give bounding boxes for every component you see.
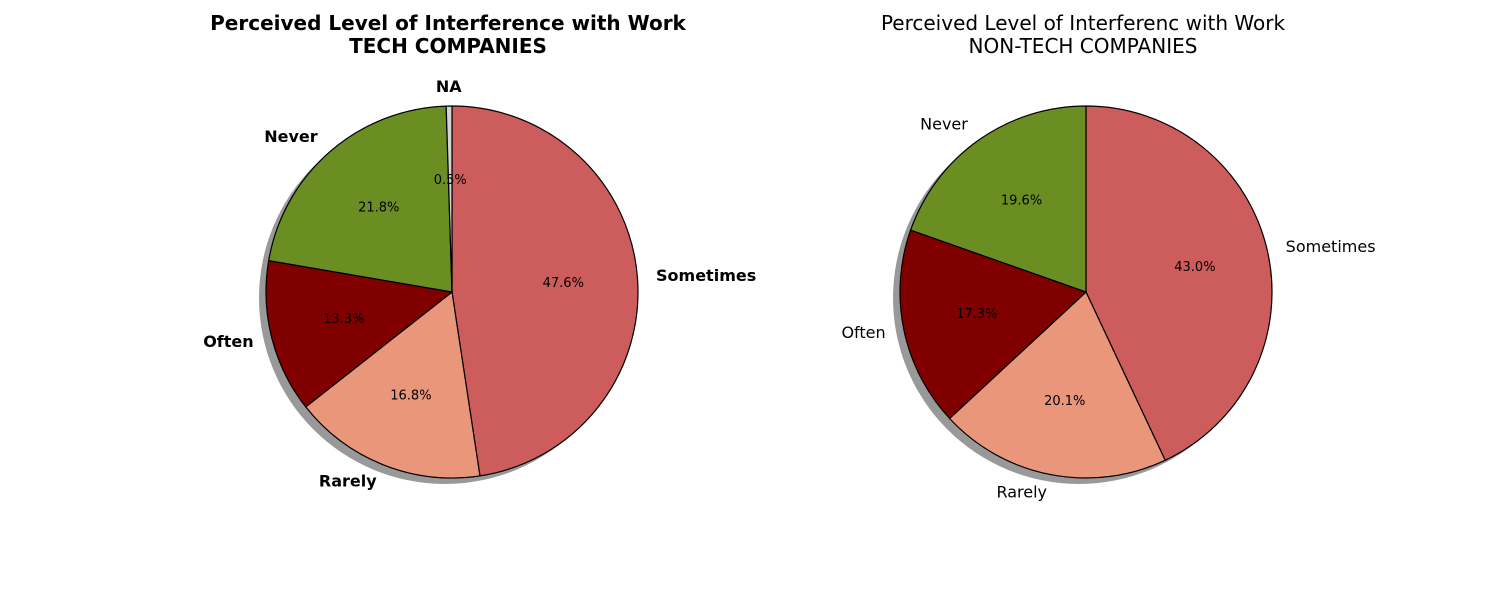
slice-pct-nontech-sometimes: 43.0% <box>1174 260 1215 275</box>
slice-pct-tech-sometimes: 47.6% <box>543 276 584 291</box>
slice-label-tech-sometimes: Sometimes <box>656 266 756 285</box>
slice-label-nontech-sometimes: Sometimes <box>1286 237 1376 256</box>
pie-slice-tech-sometimes <box>451 105 639 477</box>
slice-label-tech-never: Never <box>264 127 318 146</box>
pie-slice-nontech-never <box>910 105 1087 293</box>
slice-label-nontech-never: Never <box>920 114 968 133</box>
slice-pct-nontech-never: 19.6% <box>1001 193 1042 208</box>
slice-label-nontech-rarely: Rarely <box>996 482 1047 501</box>
pie-tech: Sometimes 47.6% Rarely 16.8% Often 13.3% Never… <box>203 77 756 491</box>
pie-slice-nontech-sometimes <box>1085 105 1273 461</box>
pie-slice-tech-na <box>445 105 453 293</box>
pie-slice-tech-rarely <box>305 291 481 479</box>
pie-slice-nontech-rarely <box>949 291 1166 479</box>
pie-slice-tech-often <box>265 259 453 408</box>
chart-subtitle-tech: TECH COMPANIES <box>349 34 547 58</box>
slice-pct-nontech-often: 17.3% <box>956 307 997 322</box>
slice-label-tech-na: NA <box>436 77 462 96</box>
slice-pct-nontech-rarely: 20.1% <box>1044 394 1085 409</box>
pie-slice-tech-never <box>268 105 453 293</box>
pie-nontech: Sometimes 43.0% Rarely 20.1% Often 17.3% Never… <box>841 105 1376 501</box>
chart-title-nontech: Perceived Level of Interferenc with Work… <box>881 12 1285 58</box>
chart-title-tech: Perceived Level of Interference with Wor… <box>210 12 686 58</box>
slice-pct-tech-never: 21.8% <box>358 200 399 215</box>
slice-pct-tech-na: 0.5% <box>434 173 467 188</box>
slice-label-tech-often: Often <box>203 332 253 351</box>
chart-subtitle-nontech: NON-TECH COMPANIES <box>968 34 1198 58</box>
slice-pct-tech-rarely: 16.8% <box>390 388 431 403</box>
slice-label-nontech-often: Often <box>841 323 885 342</box>
chart-title-nontech-line1: Perceived Level of Interferenc with Work <box>880 11 1286 35</box>
chart-title-tech-line1: Perceived Level of Interference with Wor… <box>210 11 686 35</box>
slice-pct-tech-often: 13.3% <box>323 312 364 327</box>
slice-label-tech-rarely: Rarely <box>319 472 377 491</box>
pie-slice-nontech-often <box>899 229 1087 420</box>
